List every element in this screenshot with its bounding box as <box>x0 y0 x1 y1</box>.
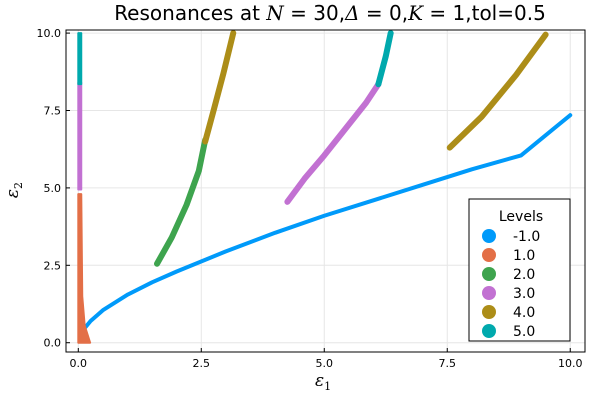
legend-label-0: -1.0 <box>513 229 540 245</box>
series-5-strip-1 <box>77 32 83 86</box>
title-delta-symbol: Δ <box>344 1 359 25</box>
legend-label-4: 4.0 <box>513 305 535 321</box>
legend-marker-4 <box>482 305 496 319</box>
legend-entry-3: 3.0 <box>482 286 535 302</box>
legend: Levels -1.0 1.0 2.0 3.0 4.0 5.0 <box>468 198 571 342</box>
series-0 <box>82 113 573 331</box>
legend-entry-4: 4.0 <box>482 305 535 321</box>
x-tick-label-4: 10.0 <box>558 357 583 370</box>
legend-entry-0: -1.0 <box>482 229 540 245</box>
title-prefix: Resonances at <box>114 1 266 25</box>
tick-layer: 0.0 2.5 5.0 7.5 10.0 0.0 2.5 5.0 7.5 10.0 <box>37 27 583 370</box>
series-3 <box>77 81 382 205</box>
legend-marker-0 <box>482 229 496 243</box>
series-4-strip-0 <box>202 30 237 145</box>
title-n-value: = 30, <box>284 1 345 25</box>
y-tick-label-4: 10.0 <box>37 27 62 40</box>
legend-marker-5 <box>482 324 496 338</box>
series-3-strip-0 <box>284 81 382 205</box>
legend-marker-2 <box>482 267 496 281</box>
legend-entry-1: 1.0 <box>482 248 535 264</box>
series-3-strip-1 <box>77 81 83 191</box>
legend-marker-3 <box>482 286 496 300</box>
y-tick-label-0: 0.0 <box>44 337 62 350</box>
legend-label-2: 2.0 <box>513 267 535 283</box>
title-n-symbol: N <box>265 1 285 25</box>
legend-entry-5: 5.0 <box>482 324 535 340</box>
series-5 <box>77 30 394 88</box>
x-axis-label: ε1 <box>315 371 331 393</box>
legend-label-1: 1.0 <box>513 248 535 264</box>
x-tick-label-2: 5.0 <box>316 357 334 370</box>
title-k-value: = 1,tol=0.5 <box>423 1 546 25</box>
y-axis-label: ε2 <box>3 182 25 198</box>
y-tick-label-1: 2.5 <box>44 259 62 272</box>
legend-label-5: 5.0 <box>513 324 535 340</box>
title-delta-value: = 0, <box>360 1 409 25</box>
grid-layer <box>66 30 585 352</box>
legend-entries: -1.0 1.0 2.0 3.0 4.0 5.0 <box>482 229 540 340</box>
legend-title: Levels <box>499 209 543 225</box>
chart-title: Resonances at N = 30,Δ = 0,K = 1,tol=0.5 <box>114 1 546 25</box>
series-2 <box>154 136 209 267</box>
series-4 <box>202 30 549 151</box>
y-tick-label-3: 7.5 <box>44 105 62 118</box>
series-2-strip-0 <box>154 136 209 267</box>
x-tick-label-0: 0.0 <box>70 357 88 370</box>
series-1 <box>77 193 92 344</box>
legend-marker-1 <box>482 248 496 262</box>
legend-label-3: 3.0 <box>513 286 535 302</box>
x-tick-label-1: 2.5 <box>193 357 211 370</box>
series-0-strip-0 <box>82 113 573 331</box>
series-layer <box>77 30 573 344</box>
title-k-symbol: K <box>407 1 424 25</box>
series-1-strip-0 <box>77 193 92 344</box>
x-tick-label-3: 7.5 <box>439 357 457 370</box>
plot-frame <box>65 29 586 353</box>
y-tick-label-2: 5.0 <box>44 182 62 195</box>
series-4-strip-1 <box>446 31 549 151</box>
series-5-strip-0 <box>375 30 394 88</box>
legend-entry-2: 2.0 <box>482 267 535 283</box>
